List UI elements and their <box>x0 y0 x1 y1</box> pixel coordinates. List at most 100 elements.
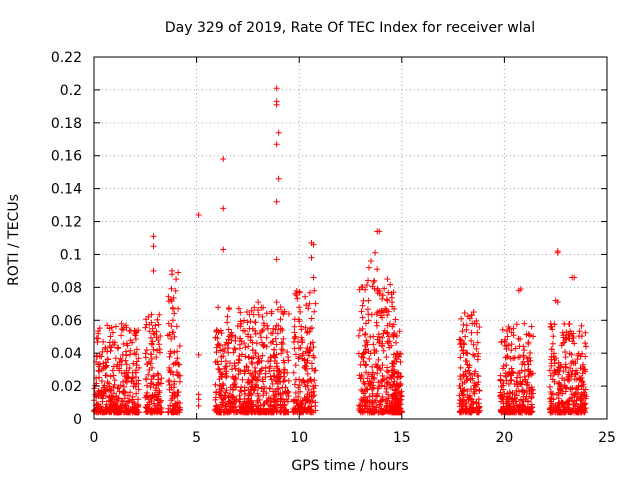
data-point <box>526 354 533 361</box>
data-point <box>391 395 398 402</box>
data-point <box>499 409 506 416</box>
data-point <box>235 356 242 363</box>
data-point <box>305 386 312 393</box>
data-point <box>464 361 471 368</box>
data-point <box>112 323 119 330</box>
data-point <box>385 289 392 296</box>
data-point <box>311 354 318 361</box>
y-tick-label: 0.06 <box>51 313 82 329</box>
data-point <box>168 298 175 305</box>
data-point <box>104 379 111 386</box>
data-point <box>355 350 362 357</box>
data-point <box>569 333 576 340</box>
data-point <box>548 360 555 367</box>
data-point <box>225 326 232 333</box>
data-point <box>369 283 376 290</box>
data-point <box>275 371 282 378</box>
data-point <box>503 377 510 384</box>
data-point <box>275 322 282 329</box>
data-point <box>546 367 553 374</box>
data-point <box>307 398 314 405</box>
data-point <box>121 370 128 377</box>
data-point <box>143 316 150 323</box>
data-point <box>555 395 562 402</box>
data-point <box>281 366 288 373</box>
data-point <box>379 334 386 341</box>
data-point <box>147 334 154 341</box>
data-point <box>213 389 220 396</box>
data-point <box>176 343 183 350</box>
data-point <box>251 304 258 311</box>
data-point <box>291 405 298 412</box>
data-point <box>256 409 263 416</box>
data-point <box>267 403 274 410</box>
data-point <box>102 387 109 394</box>
data-point <box>295 345 302 352</box>
data-point <box>548 346 555 353</box>
data-point <box>383 296 390 303</box>
data-point <box>153 409 160 416</box>
data-point <box>506 325 513 332</box>
data-point <box>571 274 578 281</box>
data-point <box>238 351 245 358</box>
data-point <box>379 295 386 302</box>
data-point <box>254 399 261 406</box>
data-point <box>525 339 532 346</box>
data-point <box>505 381 512 388</box>
data-point <box>393 373 400 380</box>
data-point <box>280 369 287 376</box>
data-point <box>155 379 162 386</box>
data-point <box>263 334 270 341</box>
data-point <box>576 328 583 335</box>
data-point <box>364 282 371 289</box>
data-point <box>195 396 202 403</box>
data-point <box>374 309 381 316</box>
data-point <box>297 388 304 395</box>
data-point <box>359 408 366 415</box>
data-point <box>380 376 387 383</box>
y-tick-label: 0.14 <box>51 182 82 198</box>
data-point <box>259 376 266 383</box>
data-point <box>565 407 572 414</box>
data-point <box>504 393 511 400</box>
data-point <box>308 360 315 367</box>
data-point <box>475 409 482 416</box>
data-point <box>395 398 402 404</box>
data-point <box>580 361 587 368</box>
data-point <box>119 351 126 358</box>
data-point <box>521 361 528 368</box>
data-point <box>252 383 259 390</box>
data-point <box>173 276 180 283</box>
data-point <box>127 389 134 396</box>
data-point <box>511 395 518 402</box>
data-point <box>121 383 128 390</box>
data-point <box>148 319 155 326</box>
data-point <box>308 254 315 261</box>
data-point <box>248 371 255 378</box>
data-point <box>170 294 177 301</box>
data-point <box>563 364 570 371</box>
data-point <box>570 405 577 412</box>
data-point <box>521 347 528 354</box>
data-point <box>103 372 110 379</box>
data-point <box>366 393 373 400</box>
data-point <box>528 323 535 330</box>
data-point <box>392 339 399 346</box>
data-point <box>556 403 563 410</box>
data-point <box>363 337 370 344</box>
data-point <box>107 398 114 405</box>
data-point <box>116 388 123 395</box>
data-point <box>568 330 575 337</box>
data-point <box>150 346 157 353</box>
data-point <box>359 284 366 291</box>
data-point <box>515 354 522 361</box>
data-point <box>114 345 121 352</box>
data-point <box>553 391 560 398</box>
data-point <box>120 403 127 410</box>
data-point <box>170 361 177 368</box>
data-point <box>266 368 273 375</box>
data-point <box>298 334 305 341</box>
data-point <box>260 392 267 399</box>
data-point <box>511 404 518 411</box>
data-point <box>459 328 466 335</box>
